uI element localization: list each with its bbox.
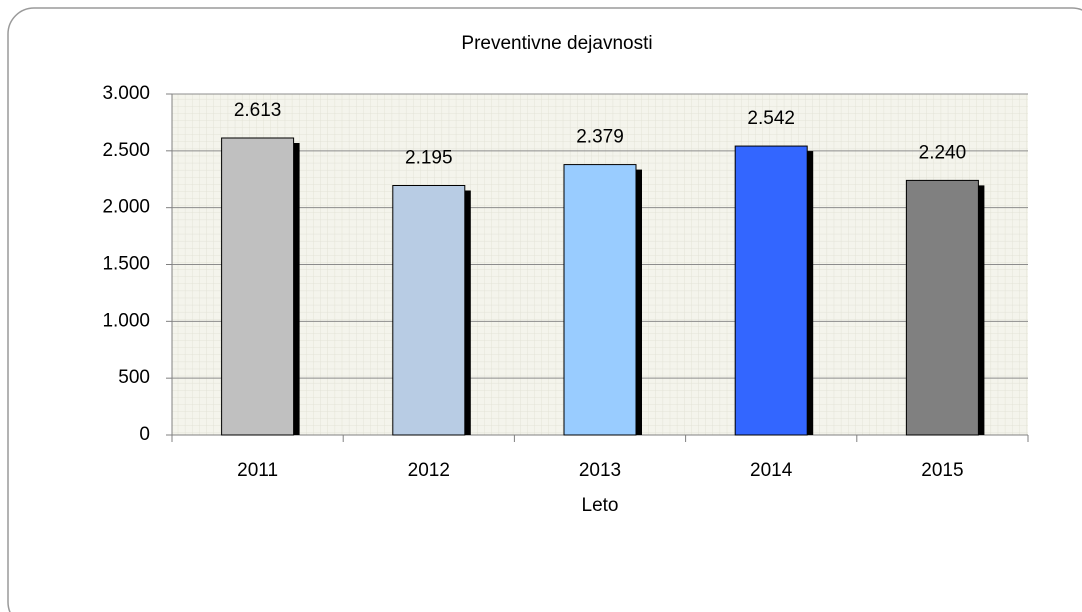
data-label: 2.240 — [919, 142, 967, 163]
bar — [905, 179, 979, 436]
x-tick-label: 2015 — [921, 460, 963, 481]
bar — [563, 164, 637, 436]
x-tick-label: 2012 — [408, 460, 450, 481]
y-tick-label: 1.000 — [102, 310, 150, 331]
data-label: 2.542 — [747, 108, 795, 129]
y-tick-label: 500 — [118, 367, 150, 388]
x-tick-label: 2011 — [237, 460, 278, 481]
bar — [221, 137, 295, 436]
y-tick-label: 2.500 — [102, 140, 150, 161]
chart-title: Preventivne dejavnosti — [461, 33, 652, 54]
bar — [392, 185, 466, 436]
x-axis-label: Leto — [582, 495, 619, 516]
bar — [734, 145, 808, 436]
data-label: 2.613 — [234, 100, 282, 121]
x-tick-label: 2013 — [579, 460, 621, 481]
y-tick-label: 3.000 — [102, 83, 150, 104]
data-label: 2.195 — [405, 148, 453, 169]
y-tick-label: 1.500 — [102, 254, 150, 275]
y-tick-label: 2.000 — [102, 197, 150, 218]
y-tick-label: 0 — [139, 424, 150, 445]
data-label: 2.379 — [576, 127, 624, 148]
x-tick-label: 2014 — [750, 460, 793, 481]
